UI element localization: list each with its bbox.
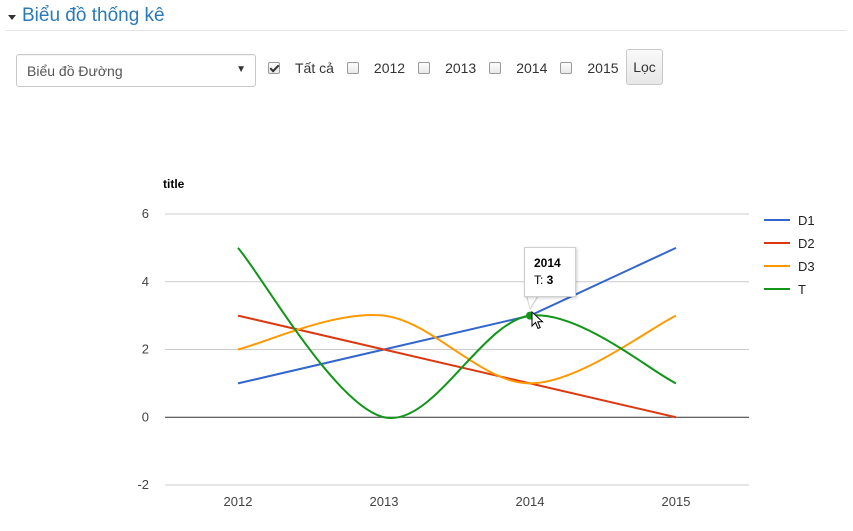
checkbox-all[interactable] — [268, 62, 280, 74]
x-tick-label: 2013 — [370, 494, 399, 509]
legend-label-t: T — [798, 282, 806, 297]
x-tick-label: 2014 — [516, 494, 545, 509]
legend-label-d3: D3 — [798, 259, 815, 274]
checkbox-2014-label: 2014 — [516, 60, 548, 76]
checkbox-2015-label: 2015 — [587, 60, 619, 76]
series-line-d1 — [237, 246, 677, 385]
chart-title: title — [163, 177, 185, 191]
header-divider — [6, 30, 847, 31]
y-tick-label: 4 — [142, 274, 149, 289]
x-tick-label: 2012 — [224, 494, 253, 509]
tooltip-value: 3 — [546, 273, 554, 287]
year-filter-group: Tất cả 2012 2013 2014 2015 — [268, 57, 632, 79]
chart-type-selected-value: Biểu đồ Đường — [27, 62, 123, 79]
checkbox-2012[interactable] — [346, 62, 359, 74]
section-title: Biểu đồ thống kê — [22, 5, 165, 26]
tooltip-row: T: 3 — [534, 273, 554, 287]
checkbox-2012-label: 2012 — [373, 60, 406, 76]
series-line-t — [237, 247, 677, 419]
mouse-pointer-icon — [531, 311, 544, 330]
checkbox-2015[interactable] — [560, 62, 573, 74]
checkbox-2013-label: 2013 — [445, 60, 477, 76]
y-tick-label: 0 — [142, 409, 149, 424]
dropdown-arrow-icon: ▼ — [236, 64, 246, 75]
tooltip-series: T — [534, 273, 540, 287]
checkbox-2014[interactable] — [489, 62, 502, 74]
filter-button[interactable]: Lọc — [626, 49, 663, 85]
series-line-d3 — [237, 313, 677, 385]
section-header-toggle[interactable]: Biểu đồ thống kê — [8, 5, 165, 27]
checkbox-2013[interactable] — [418, 62, 431, 74]
chart-type-select[interactable]: Biểu đồ Đường ▼ — [16, 54, 256, 87]
checkbox-all-label: Tất cả — [295, 60, 334, 76]
caret-down-icon — [8, 14, 16, 20]
series-line-d2 — [237, 314, 677, 419]
y-tick-label: -2 — [137, 477, 149, 492]
legend-label-d2: D2 — [798, 236, 815, 251]
chart-tooltip: 2014 T: 3 — [524, 247, 576, 297]
tooltip-title: 2014 — [534, 256, 561, 270]
tooltip-pointer-fill — [527, 295, 538, 308]
x-tick-label: 2015 — [662, 494, 691, 509]
legend-label-d1: D1 — [798, 213, 815, 228]
y-tick-label: 2 — [142, 342, 149, 357]
y-tick-label: 6 — [142, 206, 149, 221]
